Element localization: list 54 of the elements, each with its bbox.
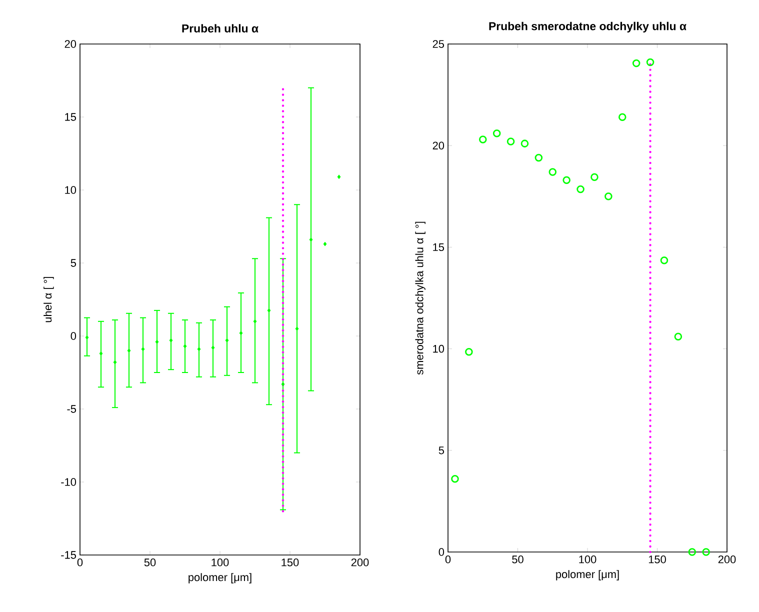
x-tick-label: 200	[718, 556, 736, 564]
point	[183, 344, 187, 348]
chart-title: Prubeh uhlu α	[182, 24, 258, 32]
x-tick-label: 150	[282, 558, 299, 566]
point	[478, 136, 487, 144]
point	[337, 174, 341, 180]
y-tick-label: 20	[64, 40, 76, 48]
y-tick-label: -10	[61, 478, 76, 486]
point	[562, 176, 570, 184]
point	[520, 140, 529, 148]
y-tick-label: -5	[67, 405, 76, 413]
x-tick-label: 150	[648, 556, 666, 564]
y-tick-label: 20	[432, 142, 444, 150]
point	[492, 130, 501, 138]
x-tick-label: 0	[445, 556, 451, 564]
point	[113, 360, 117, 364]
y-tick-label: -15	[61, 551, 76, 559]
y-axis-title: uhel α [ °]	[44, 276, 54, 322]
point	[590, 173, 598, 181]
x-tick-label: 50	[144, 558, 156, 566]
x-tick-label: 100	[579, 556, 596, 564]
y-tick-label: 0	[70, 332, 76, 340]
point	[618, 113, 626, 122]
y-tick-label: 15	[433, 243, 444, 252]
point	[465, 348, 473, 356]
point	[646, 58, 654, 66]
y-tick-label: 5	[70, 259, 76, 267]
point	[604, 192, 612, 200]
point	[506, 138, 515, 146]
y-tick-label: 15	[65, 113, 76, 121]
x-tick-label: 0	[77, 558, 83, 566]
x-tick-label: 50	[512, 556, 524, 564]
x-axis-title: polomer [μm]	[556, 570, 619, 580]
point	[576, 185, 584, 194]
point	[702, 548, 710, 556]
y-tick-label: 5	[438, 446, 444, 454]
point	[660, 256, 668, 264]
point	[688, 548, 696, 556]
x-axis-title: polomer [μm]	[188, 573, 252, 584]
point	[632, 59, 640, 68]
x-tick-label: 200	[351, 558, 369, 566]
point	[548, 168, 557, 176]
point	[323, 242, 327, 246]
y-tick-label: 25	[432, 40, 444, 48]
point	[534, 154, 543, 162]
point	[295, 326, 299, 331]
x-tick-label: 100	[212, 558, 229, 566]
y-tick-label: 0	[438, 548, 444, 556]
point	[451, 474, 459, 483]
y-tick-label: 10	[65, 186, 76, 194]
y-tick-label: 10	[433, 344, 444, 353]
y-axis-title: smerodatna odchylka uhlu α [ °]	[415, 222, 426, 375]
point	[674, 332, 682, 340]
chart-title: Prubeh smerodatne odchylky uhlu α	[489, 22, 686, 32]
